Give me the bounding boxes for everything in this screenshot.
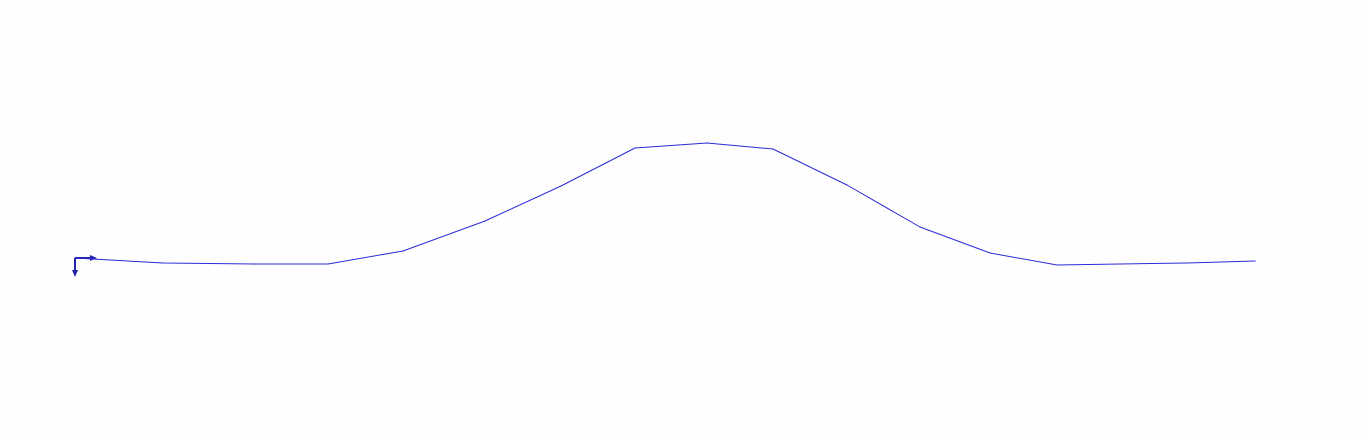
profile-point-12 (989, 252, 991, 254)
profile-point-13 (1056, 264, 1058, 266)
profile-point-2 (254, 263, 256, 265)
profile-point-9 (772, 148, 774, 150)
profile-point-15 (1254, 260, 1256, 262)
profile-point-4 (402, 250, 404, 252)
profile-line (74, 142, 1256, 266)
profile-point-5 (484, 220, 486, 222)
profile-point-14 (1186, 262, 1188, 264)
y-axis-arrow-head (72, 270, 78, 277)
profile-point-0 (74, 257, 76, 259)
profile-point-3 (327, 263, 329, 265)
x-axis-arrow-head (90, 255, 97, 261)
profile-point-1 (162, 262, 164, 264)
profile-point-7 (634, 147, 636, 149)
profile-point-11 (919, 226, 921, 228)
profile-point-10 (846, 184, 848, 186)
profile-point-8 (706, 142, 708, 144)
profile-point-6 (560, 185, 562, 187)
profile-vertices (74, 142, 1256, 266)
